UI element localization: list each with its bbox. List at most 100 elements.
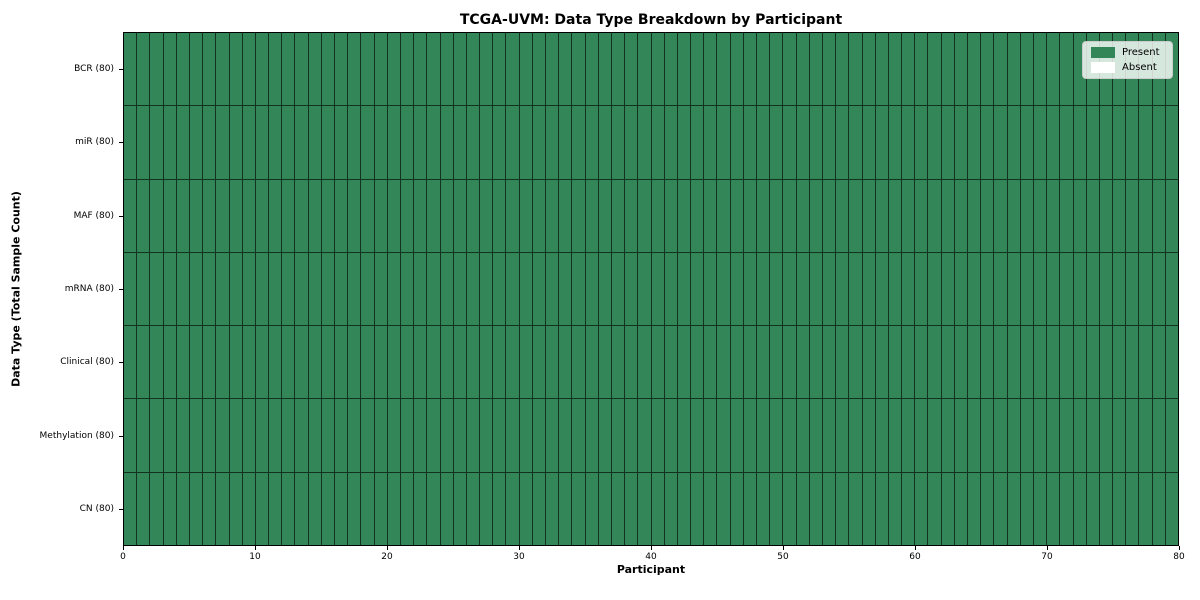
x-tick-label: 60	[909, 552, 921, 562]
heatmap-cell	[941, 252, 955, 326]
heatmap-cell	[677, 326, 692, 399]
heatmap-cell	[1139, 106, 1153, 179]
heatmap-cell	[1126, 326, 1140, 399]
heatmap-cell	[348, 399, 362, 472]
heatmap-cell	[348, 179, 362, 252]
x-tick-label: 20	[381, 552, 393, 562]
heatmap-cell	[295, 106, 309, 179]
heatmap-cell	[440, 472, 454, 545]
heatmap-cell	[440, 399, 454, 472]
heatmap-cell	[361, 326, 375, 399]
heatmap-cell	[427, 33, 441, 106]
heatmap-cell	[598, 33, 612, 106]
heatmap-cell	[1033, 106, 1048, 179]
heatmap-cell	[875, 252, 889, 326]
heatmap-cell	[308, 33, 322, 106]
heatmap-cell	[453, 326, 467, 399]
heatmap-cell	[888, 326, 903, 399]
heatmap-cell	[282, 179, 296, 252]
heatmap-cell	[321, 399, 335, 472]
heatmap-cell	[1007, 252, 1021, 326]
heatmap-row	[124, 179, 1178, 253]
heatmap-cell	[440, 179, 454, 252]
heatmap-cell	[704, 472, 718, 545]
heatmap-cell	[730, 472, 744, 545]
heatmap-cell	[216, 472, 230, 545]
heatmap-cell	[308, 472, 322, 545]
heatmap-cell	[836, 399, 850, 472]
heatmap-cell	[717, 106, 731, 179]
heatmap-cell	[770, 472, 784, 545]
heatmap-cell	[216, 33, 230, 106]
heatmap-cell	[308, 179, 322, 252]
heatmap-cell	[1152, 399, 1166, 472]
heatmap-cell	[664, 252, 678, 326]
heatmap-cell	[269, 399, 283, 472]
heatmap-cell	[466, 33, 481, 106]
heatmap-cell	[1033, 326, 1048, 399]
legend-label: Absent	[1122, 62, 1157, 73]
heatmap-cell	[928, 106, 942, 179]
heatmap-cell	[862, 33, 876, 106]
x-tick-label: 40	[645, 552, 657, 562]
heatmap-cell	[163, 252, 177, 326]
x-tick-mark	[387, 546, 388, 550]
heatmap-cell	[532, 106, 546, 179]
heatmap-cell	[229, 33, 243, 106]
heatmap-cell	[242, 33, 256, 106]
heatmap-cell	[269, 252, 283, 326]
heatmap-cell	[493, 106, 507, 179]
heatmap-cell	[1020, 33, 1034, 106]
heatmap-cell	[361, 472, 375, 545]
heatmap-cell	[981, 399, 995, 472]
heatmap-cell	[902, 399, 916, 472]
x-tick-mark	[1047, 546, 1048, 550]
heatmap-cell	[677, 472, 692, 545]
heatmap-cell	[348, 106, 362, 179]
heatmap-cell	[493, 472, 507, 545]
heatmap-cell	[994, 326, 1008, 399]
y-tick-label: Clinical (80)	[60, 357, 114, 368]
heatmap-cell	[387, 33, 401, 106]
heatmap-cell	[585, 472, 599, 545]
heatmap-cell	[321, 472, 335, 545]
heatmap-cell	[730, 252, 744, 326]
heatmap-cell	[203, 472, 217, 545]
heatmap-cell	[176, 399, 190, 472]
heatmap-cell	[809, 326, 823, 399]
heatmap-cell	[822, 106, 837, 179]
legend-entry: Absent	[1091, 62, 1164, 73]
heatmap-cell	[400, 472, 415, 545]
heatmap-cell	[770, 179, 784, 252]
heatmap-cell	[796, 106, 810, 179]
heatmap-cell	[1086, 399, 1100, 472]
heatmap-cell	[1086, 326, 1100, 399]
heatmap-cell	[546, 252, 560, 326]
heatmap-cell	[717, 179, 731, 252]
heatmap-cell	[532, 33, 546, 106]
heatmap-cell	[440, 326, 454, 399]
x-tick-label: 0	[120, 552, 126, 562]
heatmap-cell	[796, 33, 810, 106]
y-tick-label: mRNA (80)	[64, 284, 114, 294]
heatmap-cell	[321, 252, 335, 326]
heatmap-cell	[519, 179, 533, 252]
heatmap-cell	[1007, 399, 1021, 472]
heatmap-cell	[796, 179, 810, 252]
heatmap-cell	[691, 179, 705, 252]
heatmap-cell	[954, 33, 968, 106]
heatmap-cell	[730, 106, 744, 179]
heatmap-cell	[888, 106, 903, 179]
y-tick-mark	[119, 289, 123, 290]
heatmap-cell	[743, 399, 757, 472]
heatmap-cell	[546, 106, 560, 179]
heatmap-cell	[902, 472, 916, 545]
heatmap-cell	[783, 472, 797, 545]
heatmap-cell	[1126, 252, 1140, 326]
heatmap-cell	[1047, 472, 1061, 545]
heatmap-cell	[941, 472, 955, 545]
heatmap-cell	[1099, 472, 1114, 545]
heatmap-cell	[822, 472, 837, 545]
heatmap-cell	[532, 179, 546, 252]
